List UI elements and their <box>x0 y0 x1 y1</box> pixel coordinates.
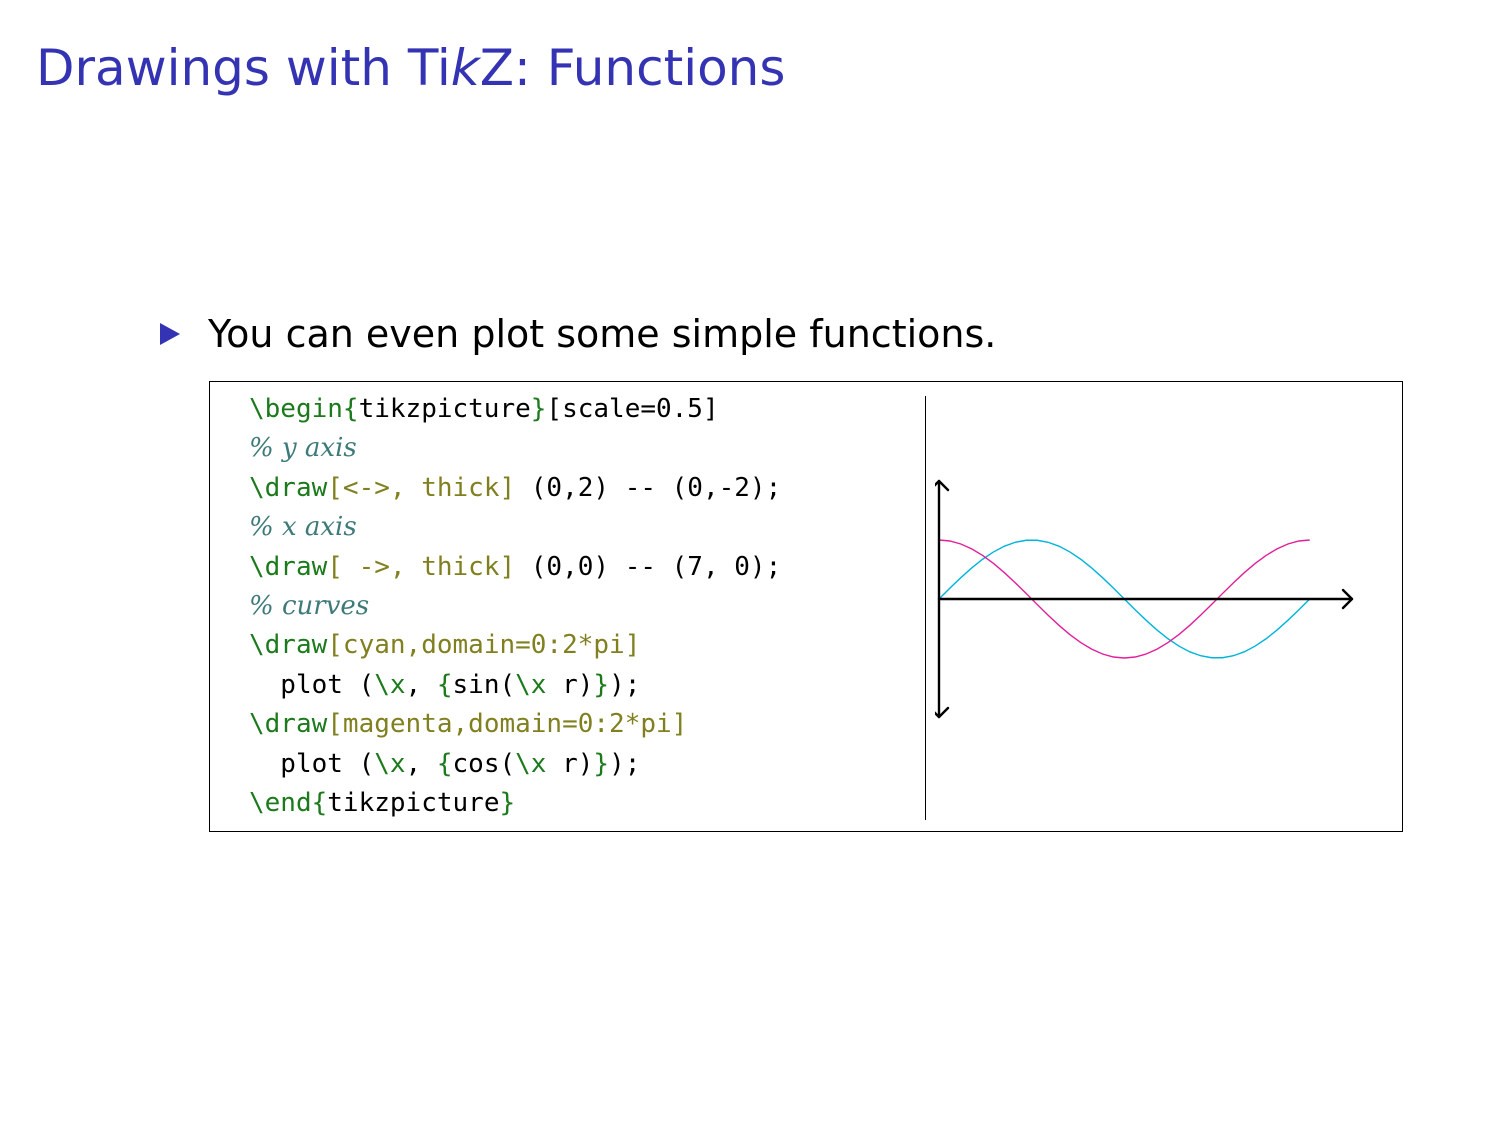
code-token: % y axis <box>249 433 357 464</box>
triangle-bullet-icon <box>160 323 180 345</box>
code-listing: \begin{tikzpicture}[scale=0.5]% y axis \d… <box>249 390 781 823</box>
y-axis-arrow-bottom <box>935 706 950 719</box>
code-token: \end{ <box>249 787 328 818</box>
code-token: plot ( <box>249 748 375 779</box>
column-divider <box>925 396 926 820</box>
code-token: \draw <box>249 551 328 582</box>
bullet-text: You can even plot some simple functions. <box>208 312 997 356</box>
title-text-before: Drawings with Ti <box>36 39 451 97</box>
code-line: % x axis <box>249 508 781 547</box>
code-token: [scale=0.5] <box>546 394 719 424</box>
code-line: \end{tikzpicture} <box>249 784 781 823</box>
code-token: tikzpicture <box>358 394 531 424</box>
code-token: r) <box>546 748 594 779</box>
code-token: \x <box>515 748 547 779</box>
code-token: (0,0) -- (7, 0); <box>515 551 782 582</box>
code-line: \draw[magenta,domain=0:2*pi] <box>249 705 781 744</box>
code-token: % x axis <box>249 512 357 543</box>
code-token: } <box>593 748 610 779</box>
code-token: [ ->, thick] <box>327 551 516 582</box>
function-plot <box>935 479 1354 719</box>
code-token: \begin{ <box>249 394 359 424</box>
code-token: \draw <box>249 472 328 503</box>
code-line: % curves <box>249 587 781 626</box>
code-token: { <box>436 748 453 779</box>
code-token: [<->, thick] <box>327 472 516 503</box>
code-token: } <box>499 787 516 818</box>
code-token: \x <box>515 669 547 700</box>
x-axis-arrow <box>1341 588 1354 610</box>
bullet-item: You can even plot some simple functions. <box>160 306 996 362</box>
code-token: \draw <box>249 709 328 740</box>
code-example-box: \begin{tikzpicture}[scale=0.5]% y axis \d… <box>209 381 1403 832</box>
code-token: tikzpicture <box>327 787 500 818</box>
code-token: , <box>405 669 437 700</box>
code-token: { <box>436 669 453 700</box>
code-token: \draw <box>249 630 328 661</box>
y-axis-arrow-top <box>935 479 950 492</box>
code-line: plot (\x, {sin(\x r)}); <box>249 666 781 705</box>
code-token: [magenta,domain=0:2*pi] <box>327 709 688 740</box>
code-line: \draw[<->, thick] (0,2) -- (0,-2); <box>249 469 781 508</box>
code-token: cos( <box>452 748 516 779</box>
code-token: plot ( <box>249 669 375 700</box>
code-line: plot (\x, {cos(\x r)}); <box>249 745 781 784</box>
code-token: ); <box>609 748 641 779</box>
code-token: \x <box>374 748 406 779</box>
cos-curve <box>938 539 1310 659</box>
code-token: , <box>405 748 437 779</box>
code-token: } <box>593 669 610 700</box>
code-token: sin( <box>452 669 516 700</box>
code-token: } <box>530 394 547 424</box>
title-text-after: Z: Functions <box>479 39 786 97</box>
code-line: \draw[cyan,domain=0:2*pi] <box>249 626 781 665</box>
code-token: ); <box>609 669 641 700</box>
code-token: (0,2) -- (0,-2); <box>515 472 782 503</box>
code-token: \x <box>374 669 406 700</box>
code-line: % y axis <box>249 429 781 468</box>
title-text-italic-k: k <box>450 39 480 97</box>
slide-title: Drawings with TikZ: Functions <box>36 32 785 104</box>
code-token: r) <box>546 669 594 700</box>
code-line: \draw[ ->, thick] (0,0) -- (7, 0); <box>249 548 781 587</box>
code-line: \begin{tikzpicture}[scale=0.5] <box>249 390 781 429</box>
code-token: % curves <box>249 590 370 621</box>
code-token: [cyan,domain=0:2*pi] <box>327 630 641 661</box>
